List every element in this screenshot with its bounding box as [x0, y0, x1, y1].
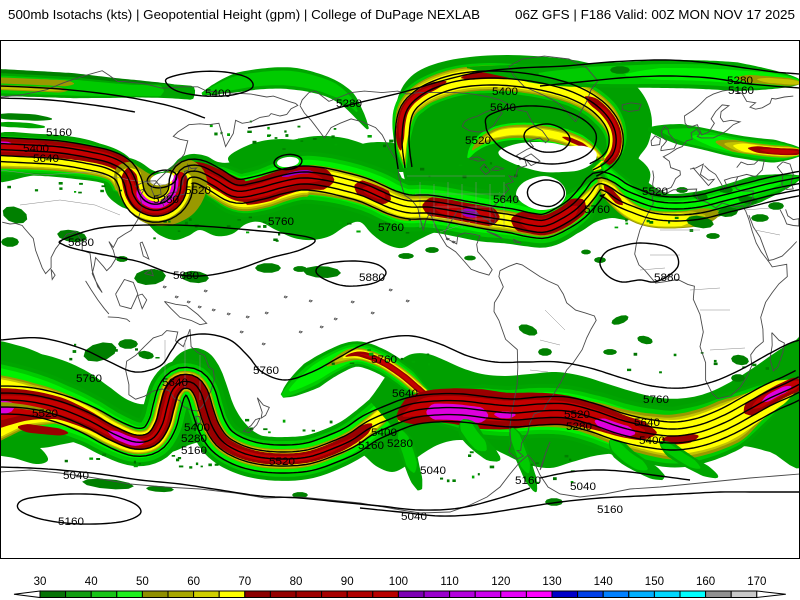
svg-text:5640: 5640 — [162, 377, 188, 389]
svg-text:5280: 5280 — [387, 438, 413, 450]
svg-text:5400: 5400 — [639, 435, 665, 447]
svg-text:5760: 5760 — [253, 365, 279, 377]
svg-text:5760: 5760 — [643, 394, 669, 406]
svg-text:5040: 5040 — [570, 481, 596, 493]
svg-text:5160: 5160 — [181, 445, 207, 457]
svg-text:110: 110 — [440, 576, 458, 588]
svg-text:120: 120 — [491, 576, 510, 588]
svg-text:160: 160 — [696, 576, 715, 588]
svg-text:5280: 5280 — [153, 194, 179, 206]
svg-text:5280: 5280 — [727, 75, 753, 87]
svg-text:5160: 5160 — [515, 475, 541, 487]
svg-text:5160: 5160 — [46, 127, 72, 139]
svg-text:5760: 5760 — [378, 222, 404, 234]
svg-text:5280: 5280 — [181, 433, 207, 445]
svg-text:130: 130 — [542, 576, 561, 588]
svg-text:5520: 5520 — [465, 135, 491, 147]
svg-text:5520: 5520 — [185, 185, 211, 197]
svg-text:5160: 5160 — [728, 85, 754, 97]
svg-text:5880: 5880 — [68, 237, 94, 249]
svg-text:5160: 5160 — [358, 440, 384, 452]
svg-text:140: 140 — [594, 576, 613, 588]
svg-text:5040: 5040 — [420, 465, 446, 477]
svg-text:5640: 5640 — [634, 417, 660, 429]
svg-text:70: 70 — [238, 576, 251, 588]
svg-text:30: 30 — [34, 576, 47, 588]
svg-text:150: 150 — [645, 576, 664, 588]
svg-text:5520: 5520 — [564, 409, 590, 421]
svg-text:5400: 5400 — [184, 422, 210, 434]
svg-text:5040: 5040 — [401, 511, 427, 523]
svg-text:5400: 5400 — [371, 427, 397, 439]
svg-text:5040: 5040 — [63, 470, 89, 482]
svg-text:100: 100 — [389, 576, 408, 588]
svg-text:5400: 5400 — [492, 86, 518, 98]
svg-text:5160: 5160 — [58, 516, 84, 528]
svg-text:5160: 5160 — [597, 504, 623, 516]
svg-text:5280: 5280 — [566, 421, 592, 433]
svg-text:5760: 5760 — [584, 204, 610, 216]
svg-text:5520: 5520 — [269, 456, 295, 468]
svg-text:06Z GFS | F186 Valid: 00Z MON: 06Z GFS | F186 Valid: 00Z MON NOV 17 202… — [515, 7, 795, 22]
svg-text:90: 90 — [341, 576, 354, 588]
svg-text:5880: 5880 — [173, 270, 199, 282]
svg-text:170: 170 — [747, 576, 766, 588]
svg-text:5760: 5760 — [76, 373, 102, 385]
svg-text:60: 60 — [187, 576, 200, 588]
svg-text:5640: 5640 — [33, 153, 59, 165]
svg-text:5640: 5640 — [493, 194, 519, 206]
svg-text:5520: 5520 — [32, 408, 58, 420]
svg-text:5400: 5400 — [205, 88, 231, 100]
svg-text:80: 80 — [290, 576, 303, 588]
svg-text:5880: 5880 — [359, 272, 385, 284]
svg-text:40: 40 — [85, 576, 98, 588]
svg-text:5640: 5640 — [490, 102, 516, 114]
svg-text:5760: 5760 — [268, 216, 294, 228]
svg-text:5400: 5400 — [23, 143, 49, 155]
svg-text:5280: 5280 — [336, 98, 362, 110]
svg-text:5640: 5640 — [392, 388, 418, 400]
svg-text:50: 50 — [136, 576, 149, 588]
svg-text:5880: 5880 — [654, 272, 680, 284]
svg-text:5760: 5760 — [371, 354, 397, 366]
svg-text:5520: 5520 — [642, 186, 668, 198]
svg-text:500mb Isotachs (kts) | Geopote: 500mb Isotachs (kts) | Geopotential Heig… — [8, 7, 480, 22]
